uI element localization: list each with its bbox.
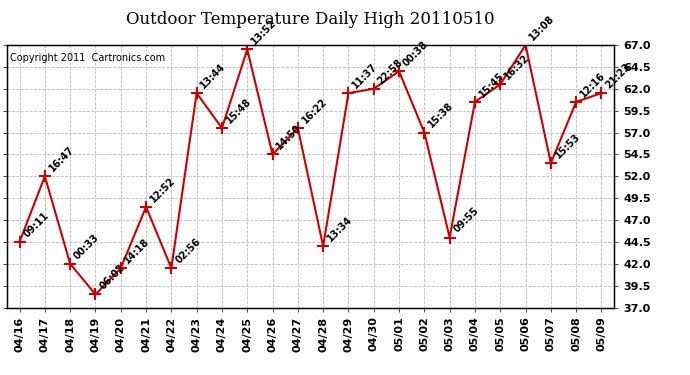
Text: 12:16: 12:16 (578, 70, 607, 99)
Text: 12:52: 12:52 (148, 175, 177, 204)
Text: 13:44: 13:44 (199, 62, 228, 90)
Text: 11:37: 11:37 (351, 62, 380, 90)
Text: 22:58: 22:58 (376, 57, 405, 86)
Text: 00:33: 00:33 (72, 232, 101, 261)
Text: 00:38: 00:38 (401, 39, 430, 69)
Text: 06:02: 06:02 (97, 263, 126, 292)
Text: Copyright 2011  Cartronics.com: Copyright 2011 Cartronics.com (10, 53, 165, 63)
Text: 13:52: 13:52 (249, 18, 278, 47)
Text: 13:34: 13:34 (325, 214, 354, 244)
Text: 15:45: 15:45 (477, 70, 506, 99)
Text: 16:32: 16:32 (502, 53, 531, 82)
Text: 15:38: 15:38 (426, 101, 455, 130)
Text: 13:08: 13:08 (528, 13, 557, 42)
Text: Outdoor Temperature Daily High 20110510: Outdoor Temperature Daily High 20110510 (126, 11, 495, 28)
Text: 09:55: 09:55 (452, 206, 481, 235)
Text: 16:47: 16:47 (47, 145, 76, 174)
Text: 15:53: 15:53 (553, 132, 582, 160)
Text: 14:50: 14:50 (275, 123, 304, 152)
Text: 02:56: 02:56 (173, 237, 202, 266)
Text: 09:11: 09:11 (21, 210, 50, 239)
Text: 14:18: 14:18 (123, 236, 152, 266)
Text: 21:23: 21:23 (604, 62, 633, 90)
Text: 16:22: 16:22 (300, 96, 329, 126)
Text: 15:48: 15:48 (224, 96, 253, 126)
